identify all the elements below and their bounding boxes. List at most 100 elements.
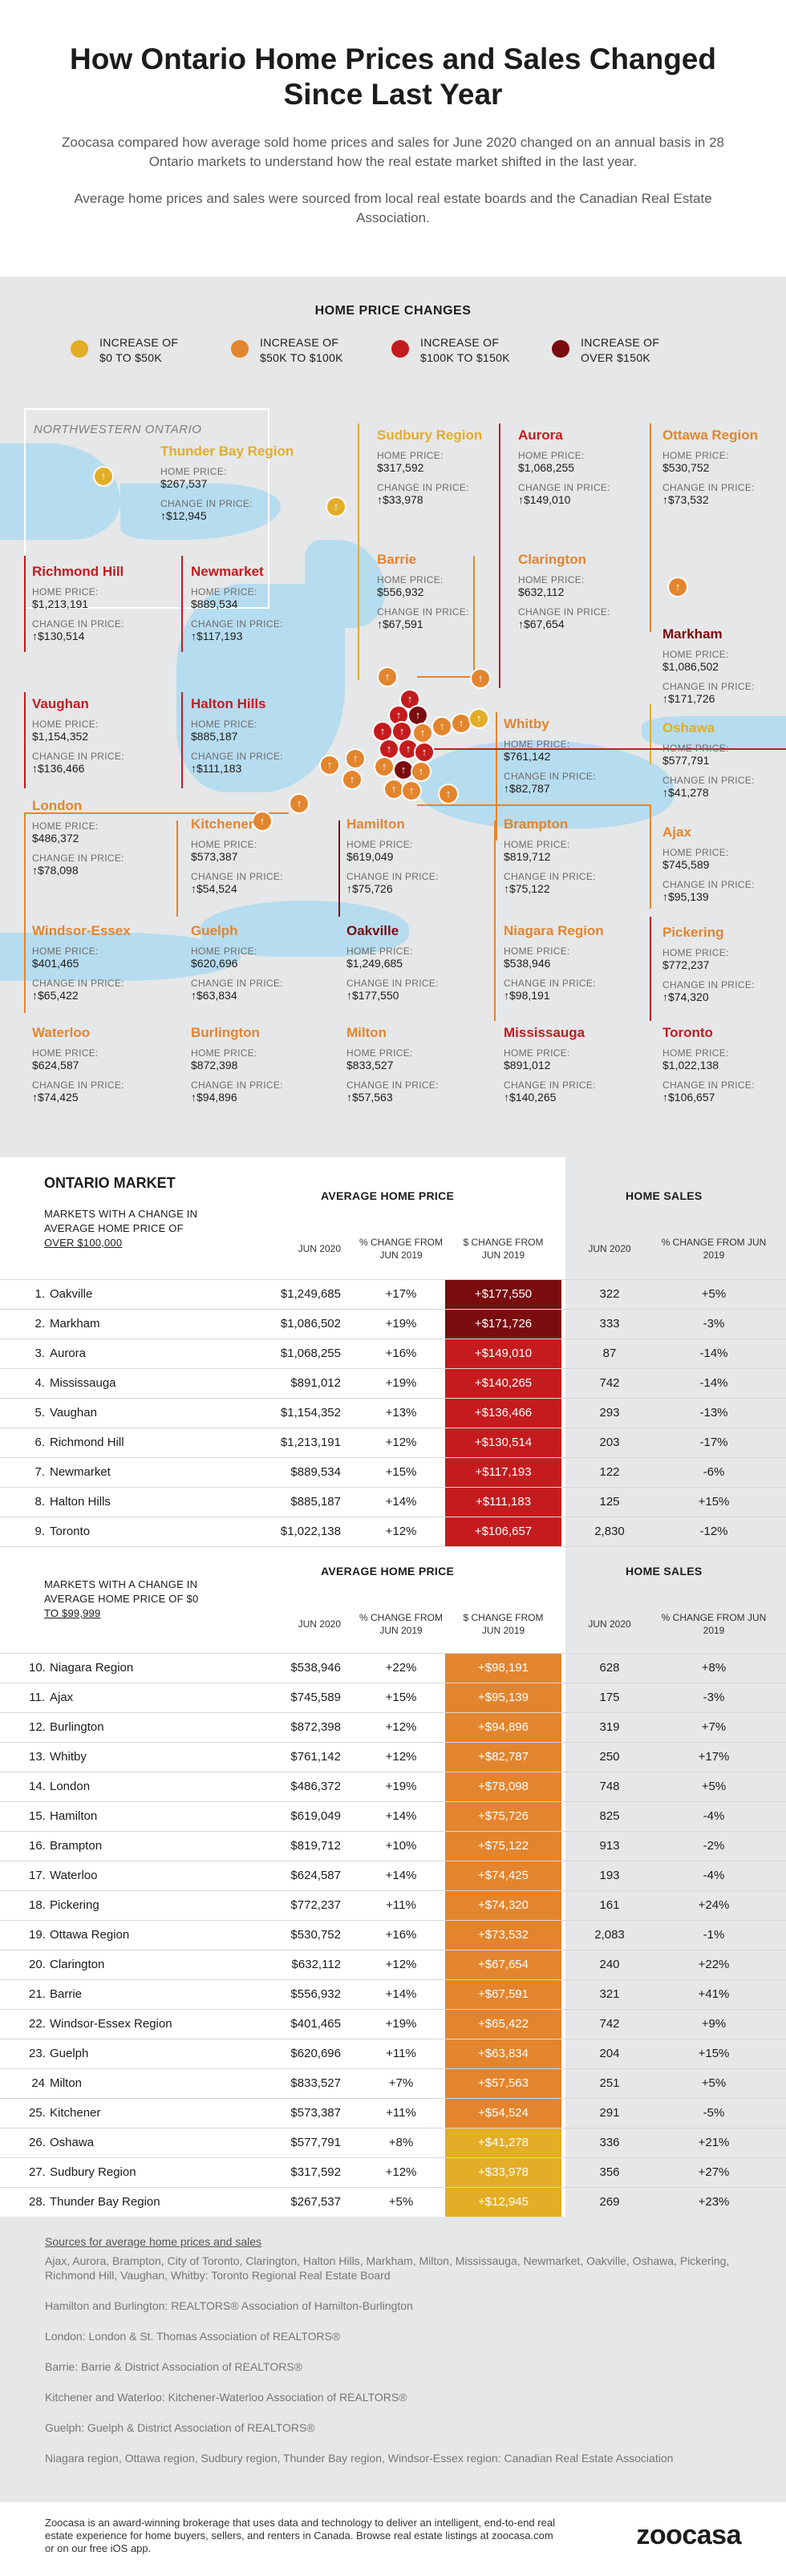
- row-sales-pct: -12%: [699, 1525, 728, 1538]
- row-dollar-change: +$171,726: [445, 1310, 561, 1339]
- row-pct-change: +19%: [385, 1317, 417, 1331]
- card-change-label: CHANGE IN PRICE:: [346, 871, 439, 882]
- ontario-market-table: ONTARIO MARKET MARKETS WITH A CHANGE IN …: [0, 1157, 786, 2217]
- sales-cell-bg: [565, 1950, 786, 1979]
- row-rank: 21.: [29, 1987, 46, 2001]
- row-market: Halton Hills: [50, 1495, 111, 1509]
- card-change-value: ↑$117,193: [191, 630, 335, 642]
- row-price: $772,237: [290, 1898, 341, 1912]
- map-card: London HOME PRICE: $486,372 CHANGE IN PRICE…: [32, 798, 176, 885]
- row-price: $317,592: [290, 2165, 341, 2179]
- card-change-amount: $94,896: [196, 1091, 237, 1104]
- card-price-value: $891,012: [504, 1059, 551, 1071]
- map-pin-markham[interactable]: ↑: [409, 707, 427, 724]
- arrow-up-icon: ↑: [32, 864, 38, 877]
- row-rank: 24: [31, 2076, 45, 2090]
- row-market: Clarington: [50, 1958, 105, 1971]
- legend-label: INCREASE OF $50K TO $100K: [260, 335, 343, 366]
- row-sales: 203: [599, 1436, 620, 1449]
- card-price-value: $401,465: [32, 957, 79, 970]
- card-change-value: ↑$65,422: [32, 989, 176, 1002]
- map-pin-ottawa[interactable]: ↑: [669, 578, 687, 596]
- card-change-label: CHANGE IN PRICE:: [518, 606, 610, 618]
- row-pct-change: +13%: [385, 1406, 417, 1420]
- map-pin-aurora[interactable]: ↑: [401, 691, 419, 708]
- card-city-name: Ajax: [662, 824, 691, 840]
- card-city-name: Pickering: [662, 925, 724, 940]
- card-price-value: $1,086,502: [662, 660, 719, 673]
- row-pct-change: +17%: [385, 1287, 417, 1301]
- map-pin-vaughan[interactable]: ↑: [393, 723, 411, 740]
- card-change-value: ↑$33,978: [377, 493, 521, 506]
- sources-list: Ajax, Aurora, Brampton, City of Toronto,…: [45, 2254, 741, 2465]
- connector-line: [24, 556, 26, 652]
- row-dollar-change: +$33,978: [445, 2158, 561, 2187]
- map-pin-oakville[interactable]: ↑: [395, 761, 412, 779]
- map-pin-hamilton[interactable]: ↑: [385, 780, 403, 798]
- card-price-value: $1,154,352: [32, 730, 89, 743]
- row-pct-change: +5%: [388, 2195, 414, 2209]
- card-change-amount: $78,098: [38, 864, 79, 877]
- row-dollar-change: +$117,193: [445, 1458, 561, 1487]
- card-price-value: $819,712: [504, 850, 551, 863]
- map-pin-pickering[interactable]: ↑: [414, 724, 431, 742]
- row-dollar-change: +$75,726: [445, 1802, 561, 1831]
- map-pin-clarington[interactable]: ↑: [472, 670, 489, 687]
- northwestern-region-box: [24, 408, 269, 609]
- card-change-amount: $136,466: [38, 762, 85, 775]
- table-row: 4. Mississauga $891,012 +19% +$140,265 742 -14…: [0, 1368, 786, 1398]
- map-pin-halton-hills[interactable]: ↑: [380, 740, 398, 758]
- map-pin-waterloo[interactable]: ↑: [346, 750, 364, 768]
- row-sales: 240: [599, 1958, 620, 1971]
- row-market: Burlington: [50, 1720, 104, 1734]
- row-rank: 11.: [29, 1691, 45, 1704]
- arrow-up-icon: ↑: [32, 630, 38, 642]
- sales-cell-bg: [565, 1861, 786, 1890]
- row-price: $872,398: [290, 1720, 341, 1734]
- row-rank: 16.: [29, 1839, 46, 1853]
- row-market: Toronto: [50, 1525, 91, 1538]
- row-rank: 12.: [29, 1720, 46, 1734]
- card-city-name: Sudbury Region: [377, 427, 483, 443]
- card-city-name: Brampton: [504, 816, 569, 832]
- legend-dot: [71, 340, 88, 358]
- map-pin-barrie[interactable]: ↑: [379, 668, 396, 686]
- map-pin-brampton[interactable]: ↑: [412, 763, 430, 780]
- connector-line: [24, 812, 289, 814]
- map-pin-guelph[interactable]: ↑: [321, 756, 338, 774]
- map-pin-niagara[interactable]: ↑: [440, 785, 457, 803]
- map-pin-richmond-hill[interactable]: ↑: [374, 723, 391, 740]
- map-pin-ajax[interactable]: ↑: [433, 718, 451, 735]
- map-pin-milton[interactable]: ↑: [375, 758, 393, 776]
- row-rank: 14.: [29, 1780, 46, 1793]
- arrow-up-icon: ↑: [662, 890, 668, 903]
- sales-cell-bg: [565, 1310, 786, 1339]
- row-sales-pct: -6%: [703, 1465, 725, 1479]
- map-pin-newmarket[interactable]: ↑: [390, 707, 407, 724]
- map-pin-mississauga[interactable]: ↑: [415, 743, 433, 761]
- card-price-value: $632,112: [518, 585, 565, 598]
- row-rank: 19.: [29, 1928, 46, 1942]
- row-rank: 7.: [34, 1465, 45, 1479]
- connector-line: [650, 704, 651, 764]
- row-sales-pct: +9%: [701, 2017, 727, 2031]
- card-change-label: CHANGE IN PRICE:: [504, 871, 596, 882]
- map-pin-thunder-bay[interactable]: ↑: [95, 468, 112, 485]
- map-pin-whitby[interactable]: ↑: [452, 715, 470, 732]
- map-pin-kitchener[interactable]: ↑: [343, 771, 361, 788]
- map-pin-windsor[interactable]: ↑: [253, 812, 271, 830]
- map-card: Hamilton HOME PRICE: $619,049 CHANGE IN PRI…: [346, 816, 491, 903]
- zoocasa-logo[interactable]: zoocasa: [636, 2520, 741, 2550]
- table-row: 28. Thunder Bay Region $267,537 +5% +$12,945…: [0, 2187, 786, 2217]
- row-sales: 193: [599, 1869, 620, 1882]
- card-price-value: $486,372: [32, 832, 79, 844]
- map-pin-toronto[interactable]: ↑: [399, 740, 417, 758]
- card-price-label: HOME PRICE:: [662, 1047, 729, 1059]
- map-pin-burlington[interactable]: ↑: [403, 782, 420, 800]
- map-pin-sudbury[interactable]: ↑: [327, 498, 345, 516]
- intro-text-sources: Average home prices and sales were sourc…: [74, 191, 712, 225]
- map-pin-oshawa[interactable]: ↑: [470, 710, 488, 727]
- map-pin-london[interactable]: ↑: [290, 795, 308, 812]
- sources-heading[interactable]: Sources for average home prices and sale…: [45, 2235, 262, 2248]
- card-price-value: $624,587: [32, 1059, 79, 1071]
